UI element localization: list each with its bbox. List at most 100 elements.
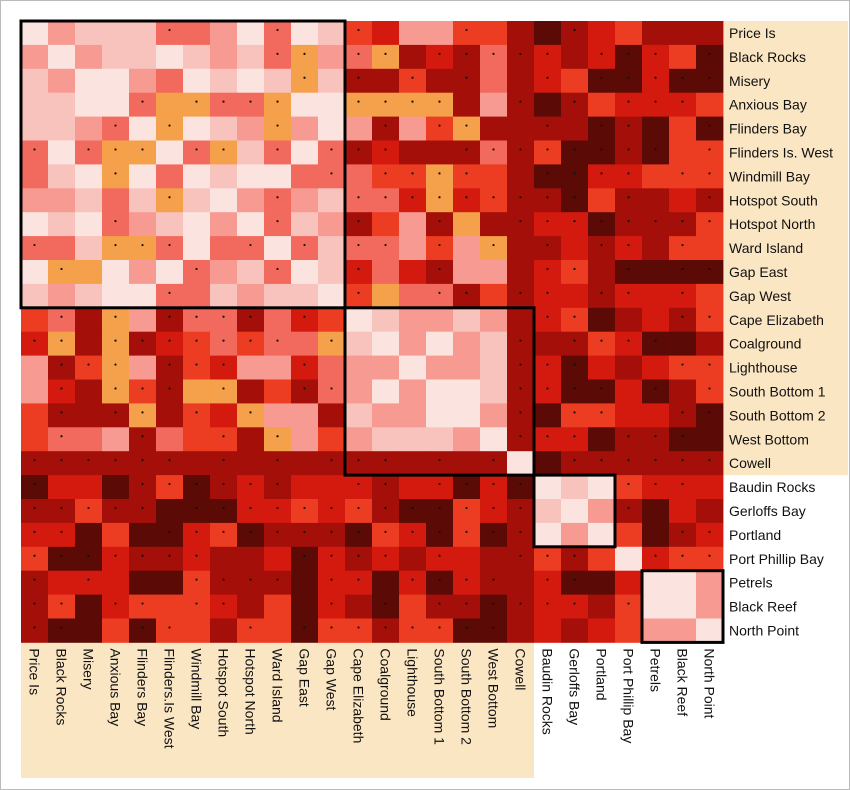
- heatmap-cell: [561, 260, 589, 285]
- significance-marker: [627, 291, 630, 294]
- heatmap-cell: [129, 403, 157, 428]
- significance-marker: [627, 148, 630, 151]
- significance-marker: [60, 626, 63, 629]
- column-tick-label: Ward Island: [270, 648, 286, 722]
- significance-marker: [222, 578, 225, 581]
- significance-marker: [600, 124, 603, 127]
- heatmap-cell: [21, 570, 49, 595]
- significance-marker: [33, 148, 36, 151]
- heatmap-cell: [237, 618, 265, 643]
- heatmap-cell: [48, 594, 76, 619]
- heatmap-cell: [696, 212, 724, 237]
- heatmap-cell: [480, 307, 508, 333]
- heatmap-cell: [75, 283, 103, 309]
- heatmap-cell: [426, 546, 454, 572]
- heatmap-cell: [480, 260, 508, 285]
- heatmap-cell: [453, 570, 481, 595]
- significance-marker: [465, 291, 468, 294]
- significance-marker: [708, 459, 711, 462]
- significance-marker: [195, 482, 198, 486]
- heatmap-cell: [507, 379, 535, 404]
- heatmap-cell: [48, 44, 76, 70]
- heatmap-cell: [21, 427, 49, 452]
- heatmap-cell: [75, 522, 103, 548]
- heatmap-cell: [507, 451, 535, 476]
- heatmap-cell: [669, 331, 697, 356]
- significance-marker: [87, 148, 90, 151]
- significance-marker: [60, 602, 63, 605]
- heatmap-cell: [507, 618, 535, 643]
- heatmap-cell: [399, 594, 427, 619]
- heatmap-cell: [210, 379, 238, 404]
- heatmap-cell: [102, 260, 130, 285]
- heatmap-cell: [318, 522, 346, 548]
- heatmap-cell: [210, 164, 238, 189]
- heatmap-cell: [21, 212, 49, 237]
- heatmap-cell: [210, 499, 238, 524]
- heatmap-cell: [615, 570, 643, 595]
- heatmap-cell: [480, 21, 508, 46]
- heatmap-cell: [588, 188, 616, 213]
- significance-marker: [114, 172, 117, 175]
- heatmap-cell: [183, 379, 211, 404]
- heatmap-cell: [264, 499, 292, 524]
- heatmap-cell: [426, 68, 454, 94]
- heatmap-cell: [399, 188, 427, 213]
- heatmap-cell: [183, 331, 211, 356]
- heatmap-cell: [669, 212, 697, 237]
- row-tick-label: North Point: [729, 622, 799, 638]
- heatmap-cell: [264, 236, 292, 261]
- heatmap-cell: [399, 116, 427, 141]
- significance-marker: [411, 626, 414, 629]
- significance-marker: [276, 482, 279, 486]
- heatmap-cell: [48, 260, 76, 285]
- significance-marker: [492, 602, 495, 605]
- significance-marker: [654, 100, 657, 103]
- significance-marker: [357, 243, 360, 247]
- heatmap-cell: [561, 355, 589, 380]
- significance-marker: [519, 52, 522, 55]
- significance-marker: [114, 387, 117, 390]
- heatmap-cell: [372, 260, 400, 285]
- significance-marker: [357, 530, 360, 533]
- heatmap-cell: [507, 522, 535, 548]
- significance-marker: [627, 602, 630, 605]
- heatmap-cell: [102, 44, 130, 70]
- heatmap-cell: [642, 260, 670, 285]
- significance-marker: [438, 220, 441, 223]
- heatmap-cell: [318, 451, 346, 476]
- significance-marker: [60, 506, 63, 510]
- heatmap-cell: [480, 451, 508, 476]
- heatmap-cell: [48, 140, 76, 165]
- heatmap-cell: [399, 451, 427, 476]
- heatmap-cell: [345, 44, 373, 70]
- heatmap-cell: [75, 188, 103, 213]
- heatmap-cell: [426, 522, 454, 548]
- heatmap-cell: [561, 116, 589, 141]
- significance-marker: [438, 124, 441, 127]
- significance-marker: [411, 506, 414, 510]
- heatmap-cell: [642, 427, 670, 452]
- heatmap-cell: [75, 164, 103, 189]
- heatmap-cell: [210, 475, 238, 500]
- heatmap-cell: [642, 236, 670, 261]
- heatmap-cell: [129, 355, 157, 380]
- heatmap-cell: [21, 188, 49, 213]
- heatmap-cell: [588, 236, 616, 261]
- significance-marker: [33, 626, 36, 629]
- heatmap-cell: [129, 546, 157, 572]
- row-tick-label: Cape Elizabeth: [729, 312, 824, 328]
- heatmap-cell: [237, 236, 265, 261]
- heatmap-cell: [21, 331, 49, 356]
- heatmap-cell: [156, 546, 184, 572]
- significance-marker: [60, 435, 63, 438]
- heatmap-cell: [48, 92, 76, 117]
- heatmap-cell: [318, 188, 346, 213]
- column-tick-label: Cape Elizabeth: [351, 648, 367, 743]
- heatmap-cell: [156, 570, 184, 595]
- significance-marker: [627, 435, 630, 438]
- heatmap-cell: [75, 355, 103, 380]
- heatmap-cell: [318, 260, 346, 285]
- significance-marker: [492, 148, 495, 151]
- significance-marker: [33, 506, 36, 510]
